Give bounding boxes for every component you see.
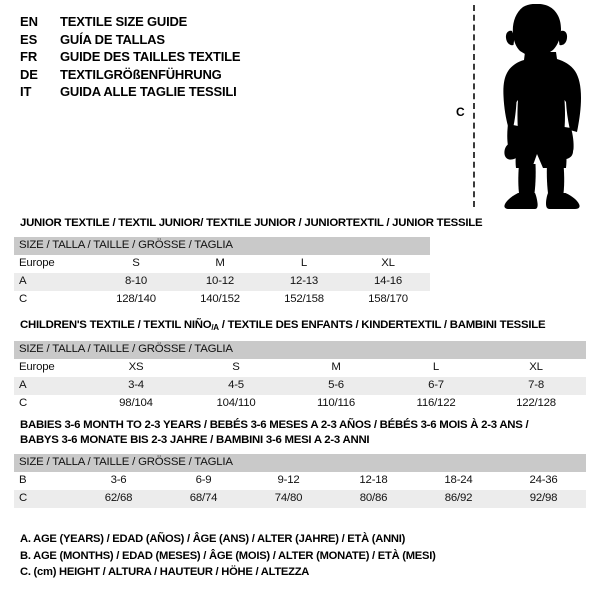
junior-table-band-row: SIZE / TALLA / TAILLE / GRÖSSE / TAGLIA [14,237,431,255]
babies-row-label-c: C [14,490,76,508]
children-size-table: SIZE / TALLA / TAILLE / GRÖSSE / TAGLIA … [14,341,587,413]
babies-c-cell-3: 74/80 [246,490,331,508]
table-row: Europe S M L XL [14,255,431,273]
language-code-it: IT [20,84,32,99]
toddler-silhouette-icon [503,4,581,209]
section-title-children-sub: /A [211,323,219,332]
table-row: C 98/104 104/110 110/116 116/122 122/128 [14,395,587,413]
junior-c-cell-3: 152/158 [262,291,346,309]
language-title-es: GUÍA DE TALLAS [60,31,165,47]
table-row: C 128/140 140/152 152/158 158/170 [14,291,431,309]
language-code-de: DE [20,66,38,82]
section-title-babies-line2: BABYS 3-6 MONATE BIS 2-3 JAHRE / BAMBINI… [20,434,370,446]
table-row: B 3-6 6-9 9-12 12-18 18-24 24-36 [14,472,587,490]
language-row-it: IT GUIDA ALLE TAGLIE TESSILI [20,83,420,101]
table-row: C 62/68 68/74 74/80 80/86 86/92 92/98 [14,490,587,508]
section-childrens-textile: CHILDREN'S TEXTILE / TEXTIL NIÑO/A / TEX… [14,318,587,413]
children-europe-cell-3: M [286,359,386,377]
section-junior-textile: JUNIOR TEXTILE / TEXTIL JUNIOR/ TEXTILE … [14,216,483,309]
language-title-block: EN TEXTILE SIZE GUIDE ES GUÍA DE TALLAS … [20,13,420,101]
babies-size-table: SIZE / TALLA / TAILLE / GRÖSSE / TAGLIA … [14,454,587,508]
children-a-cell-2: 4-5 [186,377,286,395]
babies-row-label-b: B [14,472,76,490]
language-title-it: GUIDA ALLE TAGLIE TESSILI [60,84,237,99]
junior-europe-cell-2: M [178,255,262,273]
children-europe-cell-4: L [386,359,486,377]
children-europe-cell-1: XS [86,359,186,377]
babies-c-cell-6: 92/98 [501,490,587,508]
junior-europe-cell-1: S [94,255,178,273]
children-row-label-c: C [14,395,86,413]
children-row-label-europe: Europe [14,359,86,377]
junior-a-cell-4: 14-16 [346,273,431,291]
children-a-cell-5: 7-8 [486,377,587,395]
language-code-en: EN [20,14,38,29]
language-row-fr: FR GUIDE DES TAILLES TEXTILE [20,48,420,66]
section-title-children-suffix: / TEXTILE DES ENFANTS / KINDERTEXTIL / B… [218,319,546,331]
junior-row-label-c: C [14,291,94,309]
height-measurement-figure: C [440,0,600,215]
table-row: Europe XS S M L XL [14,359,587,377]
junior-size-table: SIZE / TALLA / TAILLE / GRÖSSE / TAGLIA … [14,237,431,309]
section-title-babies-line1: BABIES 3-6 MONTH TO 2-3 YEARS / BEBÉS 3-… [20,419,529,431]
language-title-de: TEXTILGRÖßENFÜHRUNG [60,66,222,82]
babies-b-cell-6: 24-36 [501,472,587,490]
language-title-en: TEXTILE SIZE GUIDE [60,14,188,29]
babies-c-cell-4: 80/86 [331,490,416,508]
babies-c-cell-5: 86/92 [416,490,501,508]
legend-row-a: A. AGE (YEARS) / EDAD (AÑOS) / ÂGE (ANS)… [20,533,406,545]
measurement-legend: A. AGE (YEARS) / EDAD (AÑOS) / ÂGE (ANS)… [20,531,540,581]
babies-b-cell-4: 12-18 [331,472,416,490]
children-c-cell-5: 122/128 [486,395,587,413]
junior-europe-cell-3: L [262,255,346,273]
junior-row-label-a: A [14,273,94,291]
height-guide-dashed-line [473,5,475,207]
children-c-cell-1: 98/104 [86,395,186,413]
babies-b-cell-2: 6-9 [161,472,246,490]
junior-c-cell-4: 158/170 [346,291,431,309]
children-a-cell-4: 6-7 [386,377,486,395]
babies-c-cell-2: 68/74 [161,490,246,508]
babies-c-cell-1: 62/68 [76,490,161,508]
junior-band-label: SIZE / TALLA / TAILLE / GRÖSSE / TAGLIA [14,237,431,255]
section-title-junior: JUNIOR TEXTILE / TEXTIL JUNIOR/ TEXTILE … [20,217,483,229]
table-row: A 8-10 10-12 12-13 14-16 [14,273,431,291]
legend-row-b: B. AGE (MONTHS) / EDAD (MESES) / ÂGE (MO… [20,549,436,562]
children-a-cell-3: 5-6 [286,377,386,395]
junior-row-label-europe: Europe [14,255,94,273]
language-row-es: ES GUÍA DE TALLAS [20,31,420,49]
babies-table-band-row: SIZE / TALLA / TAILLE / GRÖSSE / TAGLIA [14,454,587,472]
children-europe-cell-5: XL [486,359,587,377]
junior-europe-cell-4: XL [346,255,431,273]
section-title-children-prefix: CHILDREN'S TEXTILE / TEXTIL NIÑO [20,319,212,331]
language-code-fr: FR [20,49,38,64]
children-table-band-row: SIZE / TALLA / TAILLE / GRÖSSE / TAGLIA [14,341,587,359]
children-c-cell-4: 116/122 [386,395,486,413]
section-title-children: CHILDREN'S TEXTILE / TEXTIL NIÑO/A / TEX… [14,318,586,335]
babies-b-cell-3: 9-12 [246,472,331,490]
children-band-label: SIZE / TALLA / TAILLE / GRÖSSE / TAGLIA [14,341,587,359]
children-row-label-a: A [14,377,86,395]
language-row-en: EN TEXTILE SIZE GUIDE [20,13,420,31]
junior-a-cell-2: 10-12 [178,273,262,291]
legend-row-c: C. (cm) HEIGHT / ALTURA / HAUTEUR / HÖHE… [20,566,310,578]
table-row: A 3-4 4-5 5-6 6-7 7-8 [14,377,587,395]
children-c-cell-3: 110/116 [286,395,386,413]
babies-b-cell-1: 3-6 [76,472,161,490]
height-axis-label: C [456,105,465,119]
babies-b-cell-5: 18-24 [416,472,501,490]
junior-c-cell-2: 140/152 [178,291,262,309]
junior-a-cell-1: 8-10 [94,273,178,291]
children-c-cell-2: 104/110 [186,395,286,413]
junior-a-cell-3: 12-13 [262,273,346,291]
babies-band-label: SIZE / TALLA / TAILLE / GRÖSSE / TAGLIA [14,454,587,472]
section-babies-textile: BABIES 3-6 MONTH TO 2-3 YEARS / BEBÉS 3-… [14,418,587,508]
junior-c-cell-1: 128/140 [94,291,178,309]
children-a-cell-1: 3-4 [86,377,186,395]
language-code-es: ES [20,31,38,47]
children-europe-cell-2: S [186,359,286,377]
language-row-de: DE TEXTILGRÖßENFÜHRUNG [20,66,420,84]
language-title-fr: GUIDE DES TAILLES TEXTILE [60,49,241,64]
